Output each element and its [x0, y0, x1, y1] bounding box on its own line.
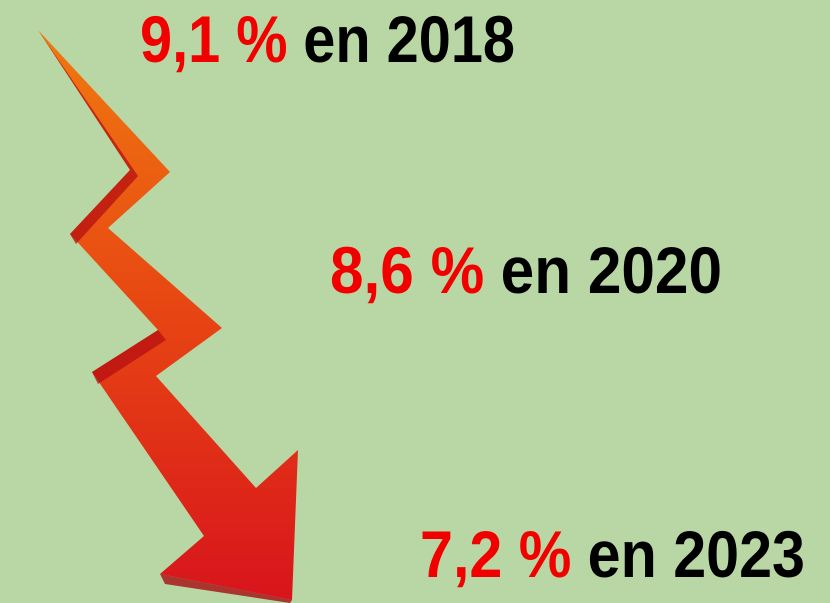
stat-year: en 2023 — [588, 517, 805, 591]
stat-2018: 9,1 %en 2018 — [140, 2, 515, 76]
stat-value: 7,2 % — [420, 517, 571, 591]
stat-value: 9,1 % — [140, 2, 288, 76]
stat-year: en 2020 — [501, 233, 722, 307]
stat-value: 8,6 % — [330, 233, 484, 307]
stat-year: en 2018 — [303, 2, 515, 76]
stat-2023: 7,2 %en 2023 — [420, 517, 805, 591]
down-arrow — [38, 30, 298, 603]
stat-2020: 8,6 %en 2020 — [330, 233, 722, 307]
